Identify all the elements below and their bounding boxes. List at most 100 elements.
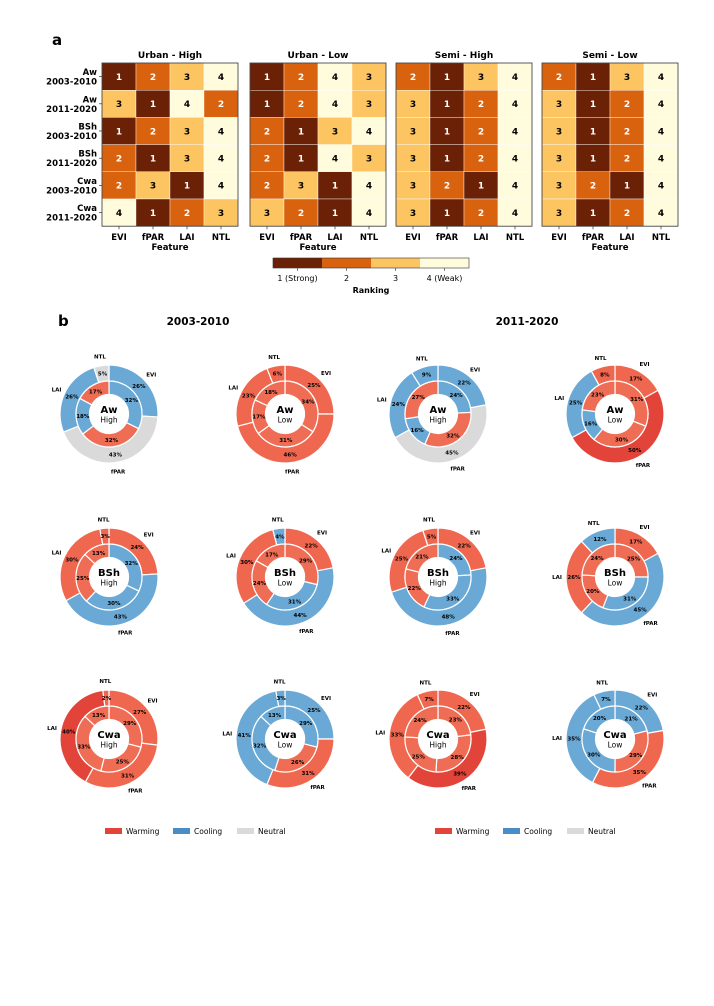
inner-slice-label: 24% [449, 556, 463, 562]
heatmap-cell-value: 3 [410, 127, 416, 137]
heatmap-cell-value: 2 [478, 155, 484, 165]
category-label: fPAR [285, 470, 300, 476]
donut-level-label: High [100, 416, 117, 425]
y-tick-label-period: 2011-2020 [46, 159, 97, 169]
heatmap-cell-value: 4 [218, 155, 224, 165]
category-label: NTL [99, 679, 111, 685]
heatmap-cell-value: 1 [590, 155, 596, 165]
heatmap-cell-value: 4 [658, 73, 664, 83]
x-tick-label: NTL [506, 233, 525, 243]
heatmap-cell [497, 144, 533, 173]
category-label: EVI [147, 699, 157, 705]
heatmap-cell-value: 3 [556, 100, 562, 110]
heatmap-cell-value: 2 [264, 127, 270, 137]
heatmap-cell [575, 171, 611, 200]
outer-slice-label: 31% [301, 771, 315, 777]
heatmap-cell-value: 2 [264, 155, 270, 165]
heatmap-cell-value: 1 [150, 155, 156, 165]
heatmap-cell-value: 4 [512, 209, 518, 219]
heatmap-cell [643, 89, 679, 118]
y-tick-label-climate: Aw [83, 95, 98, 105]
heatmap-cell-value: 4 [658, 127, 664, 137]
category-label: NTL [268, 355, 280, 361]
donut-level-label: Low [608, 741, 623, 750]
heatmap-cell-value: 4 [512, 155, 518, 165]
heatmap-cell [203, 171, 239, 200]
donut-hole [89, 557, 129, 597]
category-label: EVI [639, 525, 649, 531]
heatmap-cell-value: 2 [478, 100, 484, 110]
outer-slice-label: 39% [453, 772, 467, 778]
heatmap-cell [643, 198, 679, 227]
heatmap-cell-value: 2 [590, 182, 596, 192]
heatmap-cell-value: 4 [116, 209, 122, 219]
category-label: EVI [470, 692, 480, 698]
legend-label: Cooling [524, 827, 552, 836]
inner-slice-label: 20% [593, 716, 607, 722]
category-label: fPAR [299, 629, 314, 635]
category-label: fPAR [118, 631, 133, 637]
heatmap-cell [643, 117, 679, 145]
heatmap-cell [101, 198, 137, 227]
donut-level-label: Low [278, 741, 293, 750]
heatmap-cell [135, 117, 171, 145]
heatmap-cell-value: 1 [444, 155, 450, 165]
donut-hole [265, 557, 305, 597]
x-axis-label: Feature [591, 243, 628, 253]
donut-level-label: High [429, 741, 446, 750]
y-tick-label-climate: BSh [78, 150, 97, 160]
heatmap-cell-value: 1 [590, 127, 596, 137]
heatmap-cell-value: 2 [624, 127, 630, 137]
heatmap-cell [643, 144, 679, 173]
heatmap-cell [283, 171, 319, 200]
outer-slice-label: 3% [100, 534, 110, 540]
x-tick-label: NTL [652, 233, 671, 243]
heatmap-cell [351, 117, 387, 145]
heatmap-cell-value: 1 [444, 127, 450, 137]
outer-slice-label: 22% [457, 705, 471, 711]
y-tick-label-climate: BSh [78, 123, 97, 133]
heatmap-cell [395, 171, 431, 200]
category-label: EVI [639, 362, 649, 368]
heatmap-cell-value: 3 [366, 73, 372, 83]
heatmap-cell [429, 171, 465, 200]
heatmap-cell-value: 2 [624, 100, 630, 110]
heatmap-cell [283, 89, 319, 118]
inner-slice-label: 25% [116, 760, 130, 766]
heatmap-cell [463, 171, 499, 200]
heatmap-cell-value: 3 [184, 127, 190, 137]
heatmap-cell [541, 171, 577, 200]
heatmap-cell-value: 4 [332, 100, 338, 110]
heatmap-cell [643, 62, 679, 91]
x-tick-label: fPAR [582, 233, 605, 243]
x-tick-label: fPAR [290, 233, 313, 243]
outer-slice-label: 43% [109, 452, 123, 458]
inner-slice-label: 30% [587, 752, 601, 758]
outer-slice-label: 26% [567, 575, 581, 581]
heatmap-cell [351, 198, 387, 227]
outer-slice-label: 25% [569, 401, 583, 407]
legend-swatch [435, 828, 452, 834]
x-tick-label: NTL [360, 233, 379, 243]
category-label: EVI [321, 371, 331, 377]
heatmap-cell [463, 89, 499, 118]
heatmap-cell-value: 3 [556, 209, 562, 219]
donut-hole [265, 719, 305, 759]
pie-group: 26%EVI43%fPAR26%LAI5%NTL32%32%18%17%AwHi… [47, 355, 665, 795]
heatmap-cell-value: 3 [116, 100, 122, 110]
legend-swatch [105, 828, 122, 834]
heatmap-cell [169, 171, 205, 200]
legend-swatch [503, 828, 520, 834]
y-tick-label-period: 2003-2010 [46, 186, 97, 196]
y-tick-label-period: 2003-2010 [46, 78, 97, 88]
category-label: NTL [272, 517, 284, 523]
heatmap-cell-value: 4 [512, 127, 518, 137]
heatmap-cell [317, 117, 353, 145]
inner-slice-label: 24% [590, 556, 604, 562]
inner-slice-label: 32% [253, 744, 267, 750]
category-label: NTL [98, 517, 110, 523]
heatmap-cell-value: 4 [512, 182, 518, 192]
donut-hole [418, 719, 458, 759]
y-tick-label-period: 2003-2010 [46, 132, 97, 142]
category-label: LAI [552, 575, 562, 581]
